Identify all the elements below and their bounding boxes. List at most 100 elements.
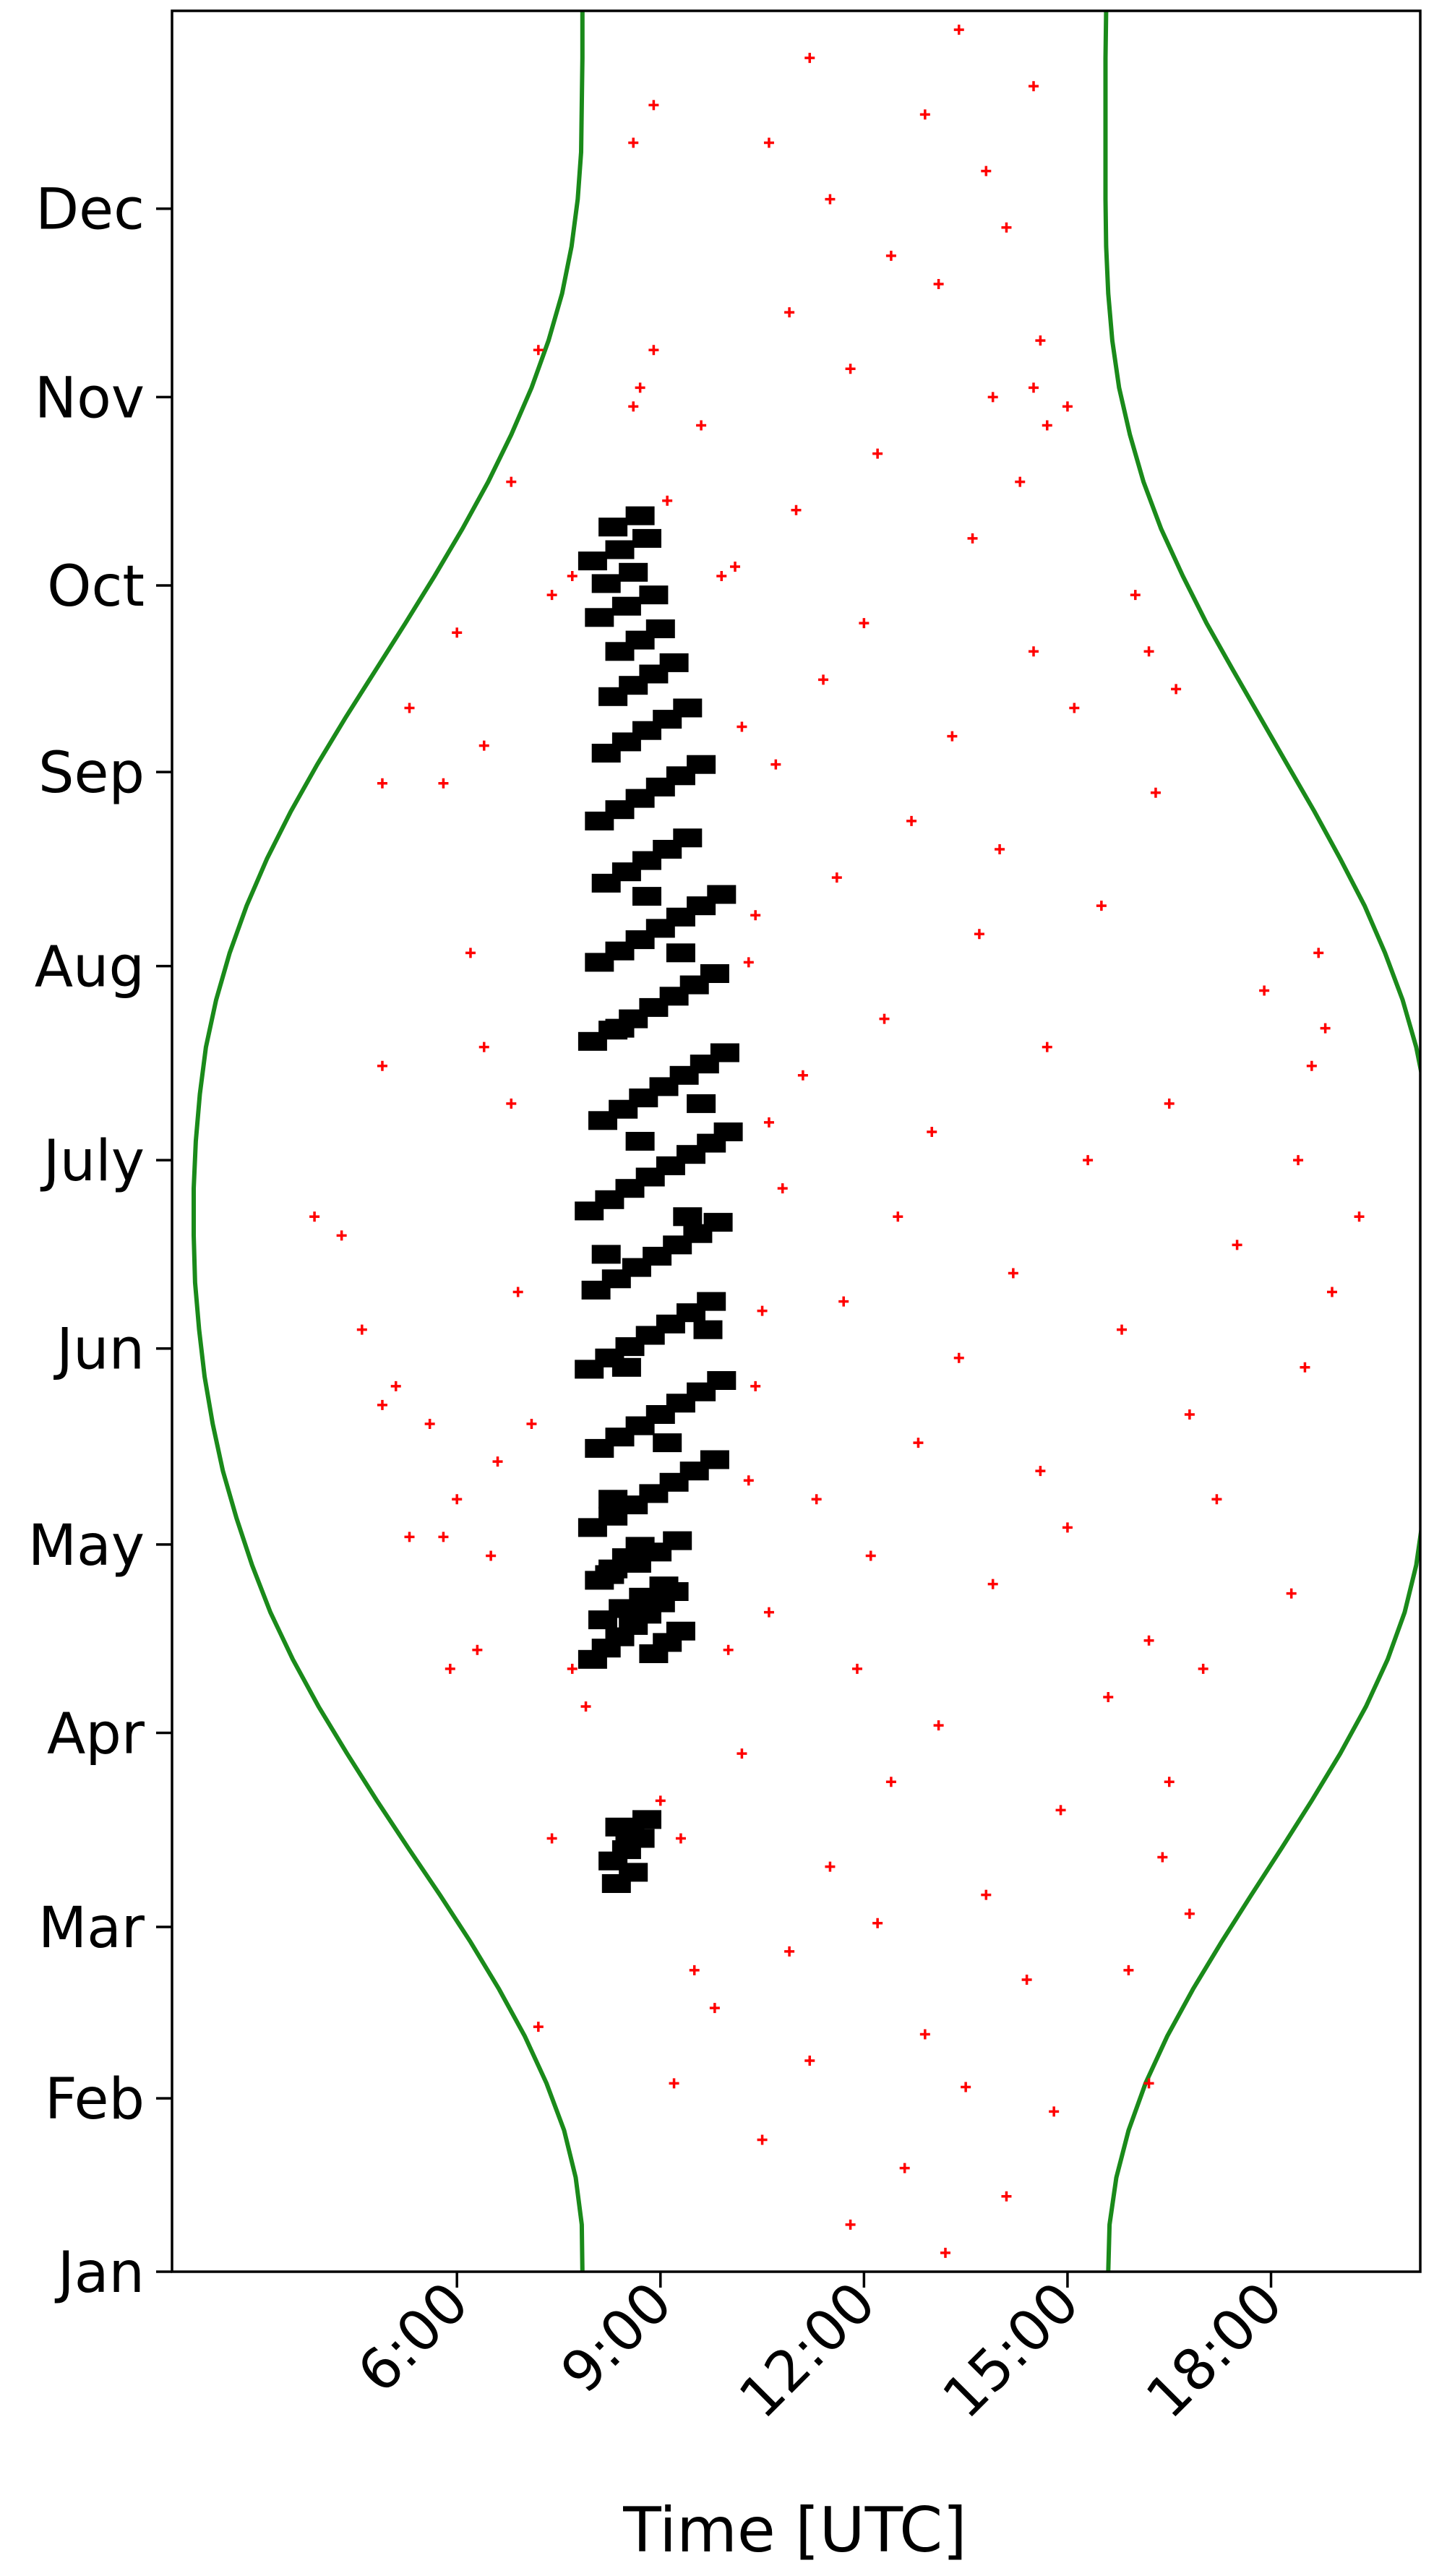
- red-data-point: [648, 345, 659, 356]
- red-data-point: [743, 957, 754, 968]
- red-data-point: [899, 2163, 910, 2173]
- red-data-point: [1117, 1324, 1128, 1335]
- red-data-point: [526, 1419, 537, 1429]
- red-data-point: [404, 1532, 415, 1542]
- red-data-point: [1103, 1691, 1114, 1702]
- red-data-point: [906, 815, 917, 826]
- red-data-point: [336, 1230, 347, 1241]
- red-data-point: [1001, 222, 1012, 233]
- black-data-point: [595, 1565, 624, 1584]
- red-data-point: [953, 25, 964, 35]
- red-data-point: [763, 137, 774, 148]
- black-data-point: [645, 619, 675, 638]
- y-tick-label: Nov: [35, 366, 145, 431]
- y-tick-label: Mar: [38, 1896, 145, 1961]
- red-data-point: [838, 1296, 849, 1307]
- black-data-point: [649, 1576, 679, 1596]
- red-data-point: [716, 571, 727, 581]
- red-data-point: [567, 1663, 578, 1674]
- red-data-point: [1029, 646, 1039, 657]
- red-data-point: [1326, 1287, 1337, 1297]
- red-data-point: [1001, 2191, 1012, 2202]
- red-data-point: [784, 307, 795, 318]
- red-data-point: [777, 1183, 788, 1194]
- black-data-point: [687, 755, 716, 774]
- black-data-point: [615, 1825, 645, 1845]
- red-data-point: [1062, 401, 1073, 412]
- y-tick-label: Jun: [53, 1318, 145, 1383]
- red-data-point: [1029, 81, 1039, 92]
- black-data-point: [625, 506, 655, 525]
- red-data-point: [1198, 1663, 1208, 1674]
- red-data-point: [546, 590, 557, 601]
- y-tick-label: Dec: [35, 178, 145, 243]
- black-data-point: [710, 1043, 739, 1062]
- red-data-point: [533, 2022, 544, 2032]
- red-data-point: [675, 1833, 686, 1844]
- y-tick-label: Jan: [54, 2241, 145, 2306]
- black-data-point: [598, 1490, 628, 1509]
- red-data-point: [743, 1475, 754, 1486]
- red-data-point: [933, 1720, 944, 1731]
- red-data-point: [750, 1381, 761, 1391]
- red-data-point: [635, 382, 645, 393]
- black-data-point: [693, 1320, 723, 1339]
- red-data-point: [1354, 1211, 1365, 1222]
- black-data-point: [598, 518, 628, 537]
- red-data-point: [737, 721, 747, 732]
- red-data-point: [1259, 985, 1270, 996]
- red-data-point: [879, 1013, 890, 1024]
- y-tick-label: Oct: [47, 554, 145, 619]
- red-data-point: [872, 1918, 883, 1928]
- red-data-point: [804, 2056, 815, 2066]
- red-data-point: [987, 1579, 998, 1589]
- red-data-point: [438, 1532, 449, 1542]
- red-data-point: [356, 1324, 367, 1335]
- red-data-point: [953, 1352, 964, 1363]
- black-data-point: [666, 943, 695, 963]
- red-data-point: [995, 843, 1005, 854]
- red-data-point: [1042, 1042, 1052, 1052]
- y-tick-label: May: [28, 1514, 145, 1579]
- daylight-curve-sunrise: [192, 11, 585, 2272]
- red-data-point: [1130, 590, 1141, 601]
- red-data-point: [859, 618, 870, 629]
- red-data-point: [784, 1946, 795, 1957]
- red-data-point: [628, 401, 639, 412]
- red-data-point: [689, 1965, 700, 1975]
- black-data-point: [591, 1245, 621, 1264]
- red-data-point: [967, 533, 978, 544]
- red-data-point: [472, 1644, 483, 1655]
- black-data-point: [585, 608, 614, 627]
- black-data-point: [601, 1874, 631, 1893]
- red-data-point: [913, 1438, 924, 1448]
- red-data-point: [478, 740, 489, 751]
- red-data-point: [1300, 1362, 1310, 1373]
- black-data-point: [653, 1433, 682, 1453]
- red-data-point: [940, 2247, 950, 2258]
- red-data-point: [1150, 787, 1161, 798]
- black-data-point: [666, 1621, 695, 1641]
- x-tick-label: 18:00: [1134, 2270, 1295, 2431]
- red-data-point: [546, 1833, 557, 1844]
- red-data-point: [533, 345, 544, 356]
- red-data-point: [377, 1060, 387, 1071]
- y-tick-label: Feb: [45, 2067, 145, 2132]
- red-data-point: [1164, 1098, 1175, 1109]
- black-data-point: [703, 1213, 733, 1232]
- red-data-point: [872, 448, 883, 459]
- red-data-point: [981, 1889, 992, 1900]
- red-data-point: [390, 1381, 401, 1391]
- x-tick-label: 12:00: [727, 2270, 888, 2431]
- black-data-point: [687, 1094, 716, 1113]
- black-data-point: [697, 1292, 726, 1311]
- red-data-point: [492, 1456, 503, 1467]
- red-data-point: [709, 2003, 720, 2014]
- red-data-point: [1320, 1023, 1331, 1034]
- plot-layer: [192, 11, 1420, 2272]
- black-data-point: [673, 1207, 703, 1227]
- red-data-point: [628, 137, 639, 148]
- red-data-point: [1035, 335, 1046, 346]
- red-data-point: [452, 1494, 463, 1505]
